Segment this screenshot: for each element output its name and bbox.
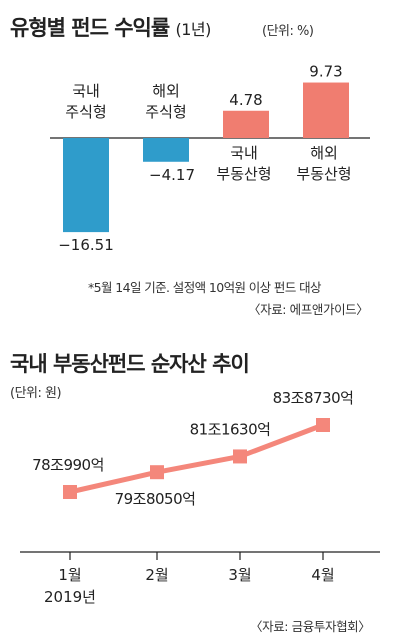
chart1-title-period: (1년)	[175, 20, 212, 39]
x-tick-label-3: 3월	[228, 566, 251, 584]
bar-category-label-4-line-1: 해외	[310, 144, 338, 162]
bar-2	[143, 138, 189, 162]
chart2-unit: (단위: 원)	[10, 386, 62, 401]
bar-category-label-2-line-2: 주식형	[145, 103, 186, 121]
chart1-note: *5월 14일 기준. 설정액 10억원 이상 펀드 대상	[88, 280, 322, 295]
chart1-unit: (단위: %)	[262, 24, 314, 39]
data-label-2: 79조8050억	[115, 490, 196, 508]
bar-category-label-3-line-2: 부동산형	[216, 165, 271, 183]
series-line	[69, 422, 324, 495]
chart1-title-row: 유형별 펀드 수익률 (1년)	[10, 12, 211, 42]
x-tick-label-4: 4월	[311, 566, 334, 584]
x-tick-label-2: 2월	[145, 566, 168, 584]
data-label-4: 83조8730억	[273, 390, 354, 407]
data-point-2	[150, 465, 164, 480]
real-estate-fund-line-chart: 1월 2월 3월 4월 2019년 78조990억 79조8050억 81조1630억83조8…	[20, 390, 380, 606]
data-point-3	[233, 449, 247, 464]
bar-value-label-2: −4.17	[149, 166, 195, 184]
bar-category-label-3-line-1: 국내	[230, 144, 258, 162]
bar-category-label-4-line-2: 부동산형	[296, 165, 351, 183]
chart2-source: 〈자료: 금융투자협회〉	[250, 619, 371, 634]
fund-return-bar-chart: −16.51국내주식형−4.17해외주식형4.78국내부동산형9.73해외부동산…	[50, 63, 370, 254]
data-point-1	[63, 485, 77, 499]
bar-4	[303, 82, 349, 138]
bar-value-label-4: 9.73	[309, 63, 342, 81]
x-year-label: 2019년	[44, 588, 96, 606]
chart1-source: 〈자료: 에프앤가이드〉	[248, 302, 369, 317]
bar-category-label-2-line-1: 해외	[152, 82, 180, 100]
bar-category-label-1-line-2: 주식형	[65, 103, 106, 121]
bar-3	[223, 110, 269, 138]
bar-1	[63, 138, 109, 233]
chart2-title: 국내 부동산펀드 순자산 추이	[10, 352, 250, 376]
x-tick-label-1: 1월	[58, 566, 81, 584]
chart1-title: 유형별 펀드 수익률	[10, 16, 170, 40]
bar-category-label-1-line-1: 국내	[72, 82, 100, 100]
data-label-1: 78조990억	[32, 456, 104, 474]
data-point-4	[316, 418, 330, 432]
data-label-3: 81조1630억	[190, 420, 271, 438]
bar-value-label-3: 4.78	[229, 91, 262, 109]
bar-value-label-1: −16.51	[58, 236, 114, 254]
